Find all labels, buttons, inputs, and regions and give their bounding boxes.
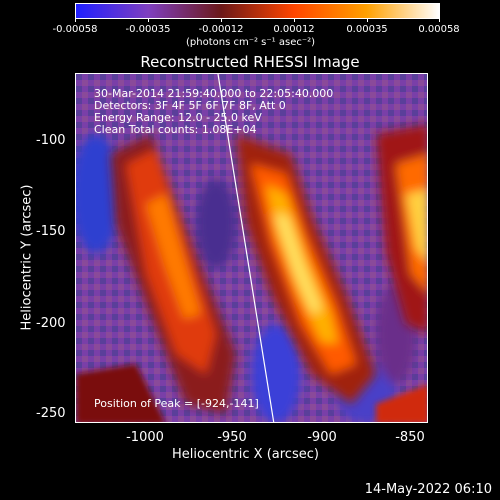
colorbar-tick-mark <box>221 18 222 22</box>
colorbar-tick-label: 0.00012 <box>273 24 315 35</box>
rhessi-image-plot: 30-Mar-2014 21:59:40.000 to 22:05:40.000… <box>75 73 428 423</box>
background-structure <box>76 134 416 422</box>
y-tick-label: -200 <box>36 316 66 331</box>
x-axis-label: Heliocentric X (arcsec) <box>172 447 319 462</box>
detectors-info: Detectors: 3F 4F 5F 6F 7F 8F, Att 0 <box>94 99 286 112</box>
plot-title: Reconstructed RHESSI Image <box>140 53 360 71</box>
colorbar-tick-label: -0.00012 <box>198 24 244 35</box>
x-tick-label: -900 <box>307 430 337 445</box>
x-tick-label: -850 <box>395 430 425 445</box>
x-tick-label: -950 <box>217 430 247 445</box>
emission-band-left <box>111 134 236 414</box>
colorbar-tick-label: -0.00058 <box>52 24 98 35</box>
colorbar-tick-mark <box>439 18 440 22</box>
observation-time: 30-Mar-2014 21:59:40.000 to 22:05:40.000 <box>94 87 334 100</box>
colorbar-tick-label: -0.00035 <box>125 24 171 35</box>
colorbar-tick-mark <box>367 18 368 22</box>
solar-limb-line <box>217 74 275 422</box>
emission-band-right <box>376 124 427 334</box>
colorbar <box>75 3 440 19</box>
colorbar-tick-mark <box>75 18 76 22</box>
y-tick-label: -150 <box>36 224 66 239</box>
y-axis-label: Heliocentric Y (arcsec) <box>19 184 35 331</box>
x-tick-label: -1000 <box>126 430 164 445</box>
peak-position: Position of Peak = [-924,-141] <box>94 397 259 410</box>
y-tick-label: -100 <box>36 133 66 148</box>
colorbar-unit-label: (photons cm⁻² s⁻¹ asec⁻²) <box>186 37 316 48</box>
colorbar-tick-mark <box>294 18 295 22</box>
rhessi-image-canvas <box>76 74 427 422</box>
clean-counts: Clean Total counts: 1.08E+04 <box>94 123 257 136</box>
generation-date: 14-May-2022 06:10 <box>364 482 492 497</box>
emission-band-lower <box>76 364 427 422</box>
energy-range: Energy Range: 12.0 - 25.0 keV <box>94 111 262 124</box>
emission-band-center <box>236 134 376 404</box>
colorbar-tick-label: 0.00058 <box>418 24 460 35</box>
y-tick-label: -250 <box>36 406 66 421</box>
colorbar-tick-label: 0.00035 <box>346 24 388 35</box>
colorbar-tick-mark <box>148 18 149 22</box>
